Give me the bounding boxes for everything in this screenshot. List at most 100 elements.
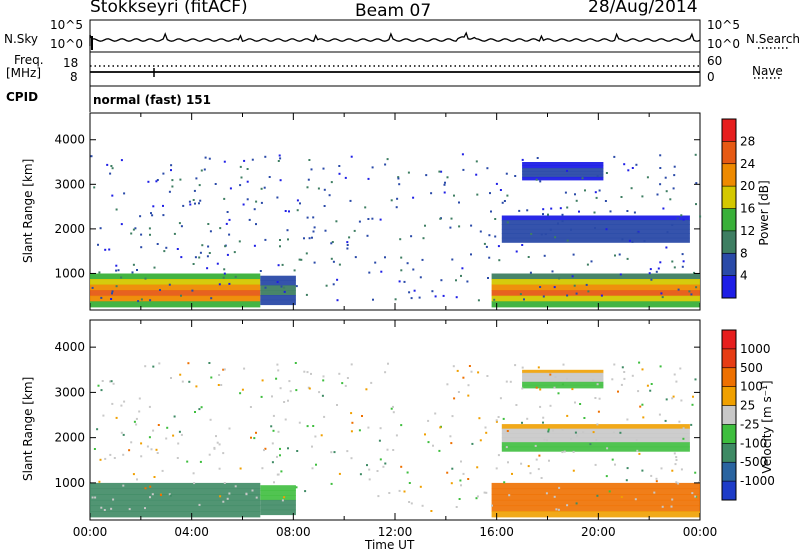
velocity-echo-329: [521, 387, 524, 390]
velocity-echo-7: [358, 429, 361, 432]
velocity-echo-249: [213, 446, 216, 449]
velocity-region-4-band-2: [522, 375, 604, 380]
power-echo-10: [600, 294, 603, 297]
velocity-echo-276: [98, 480, 101, 483]
power-echo-376: [228, 282, 231, 285]
velocity-echo-377: [179, 373, 182, 376]
velocity-echo-105: [549, 404, 552, 407]
power-echo-114: [659, 167, 662, 169]
power-echo-100: [156, 179, 159, 181]
power-echo-147: [643, 240, 646, 242]
velocity-echo-390: [321, 394, 324, 397]
velocity-echo-285: [452, 365, 455, 368]
velocity-echo-39: [638, 452, 641, 455]
power-echo-324: [199, 199, 202, 202]
power-region-0-band-5: [90, 301, 261, 308]
velocity-echo-96: [626, 467, 629, 470]
power-echo-157: [461, 267, 464, 270]
power-echo-295: [243, 159, 246, 162]
power-echo-244: [300, 258, 303, 261]
xtick-label-3: 12:00: [378, 525, 413, 539]
power-region-4-band-0: [522, 162, 604, 166]
velocity-echo-111: [453, 397, 456, 400]
power-echo-24: [442, 294, 445, 297]
power-echo-107: [298, 258, 301, 261]
velocity-echo-150: [390, 407, 393, 410]
velocity-echo-247: [177, 442, 180, 445]
power-region-3-band-5: [501, 237, 690, 243]
velocity-echo-341: [691, 403, 694, 406]
velocity-colorbar-ticklabel-3: 25: [740, 399, 755, 413]
noise-tick-bottom: 10^0: [50, 37, 83, 51]
power-echo-53: [549, 228, 552, 231]
velocity-region-1-band-4: [260, 504, 296, 511]
power-echo-346: [325, 284, 328, 287]
power-echo-187: [288, 210, 290, 213]
velocity-echo-215: [561, 451, 564, 454]
velocity-echo-70: [351, 421, 354, 424]
power-echo-145: [296, 199, 299, 202]
power-colorbar-swatch-6: [722, 253, 736, 277]
power-echo-87: [194, 202, 196, 205]
power-echo-408: [147, 180, 150, 183]
velocity-echo-222: [406, 471, 409, 474]
freq-tick-top: 18: [63, 56, 79, 70]
velocity-echo-180: [102, 414, 105, 417]
power-echo-303: [104, 248, 107, 251]
power-echo-354: [627, 169, 630, 172]
noise-sky-trace: [89, 31, 701, 46]
velocity-echo-131: [392, 449, 395, 451]
power-echo-162: [571, 275, 574, 278]
power-echo-310: [594, 191, 597, 194]
velocity-echo-351: [255, 431, 257, 434]
power-echo-141: [400, 269, 403, 272]
velocity-echo-59: [483, 491, 486, 494]
power-echo-125: [519, 293, 522, 296]
velocity-echo-401: [546, 439, 548, 442]
velocity-echo-77: [304, 490, 307, 493]
power-echo-176: [390, 199, 393, 202]
velocity-echo-188: [520, 462, 523, 465]
power-echo-278: [246, 168, 249, 170]
velocity-echo-156: [359, 473, 362, 476]
velocity-echo-413: [605, 475, 608, 478]
velocity-region-3-band-0: [501, 424, 690, 430]
velocity-echo-183: [376, 470, 379, 472]
velocity-echo-181: [222, 368, 225, 371]
power-echo-384: [394, 298, 397, 301]
power-echo-175: [631, 167, 634, 169]
power-region-2-band-3: [491, 290, 700, 297]
velocity-echo-407: [574, 431, 577, 434]
power-echo-236: [111, 167, 114, 170]
velocity-echo-288: [450, 482, 453, 485]
velocity-echo-11: [557, 392, 560, 395]
freq-tick-bottom: 8: [70, 70, 78, 84]
power-echo-392: [605, 172, 608, 174]
power-echo-402: [132, 228, 135, 231]
power-echo-386: [659, 154, 662, 157]
power-echo-66: [543, 254, 546, 257]
velocity-echo-54: [675, 481, 678, 484]
velocity-echo-302: [626, 418, 629, 421]
velocity-echo-306: [691, 492, 694, 495]
power-echo-220: [276, 196, 279, 199]
power-echo-248: [665, 190, 668, 193]
velocity-echo-262: [675, 380, 678, 383]
power-echo-12: [566, 206, 569, 209]
velocity-echo-121: [128, 508, 131, 511]
power-echo-209: [180, 294, 182, 297]
velocity-echo-31: [606, 447, 609, 450]
power-echo-106: [493, 298, 496, 301]
velocity-colorbar-swatch-6: [722, 443, 736, 463]
freq-unit-label: [MHz]: [6, 66, 42, 80]
velocity-echo-167: [350, 412, 353, 415]
velocity-echo-396: [166, 426, 169, 429]
velocity-echo-13: [479, 439, 482, 442]
velocity-echo-410: [144, 507, 146, 510]
velocity-echo-332: [303, 370, 306, 373]
velocity-region-3-band-2: [501, 433, 690, 439]
velocity-echo-3: [467, 384, 470, 387]
velocity-echo-72: [123, 400, 126, 403]
velocity-echo-21: [682, 437, 685, 440]
power-region-2-band-0: [491, 273, 700, 280]
